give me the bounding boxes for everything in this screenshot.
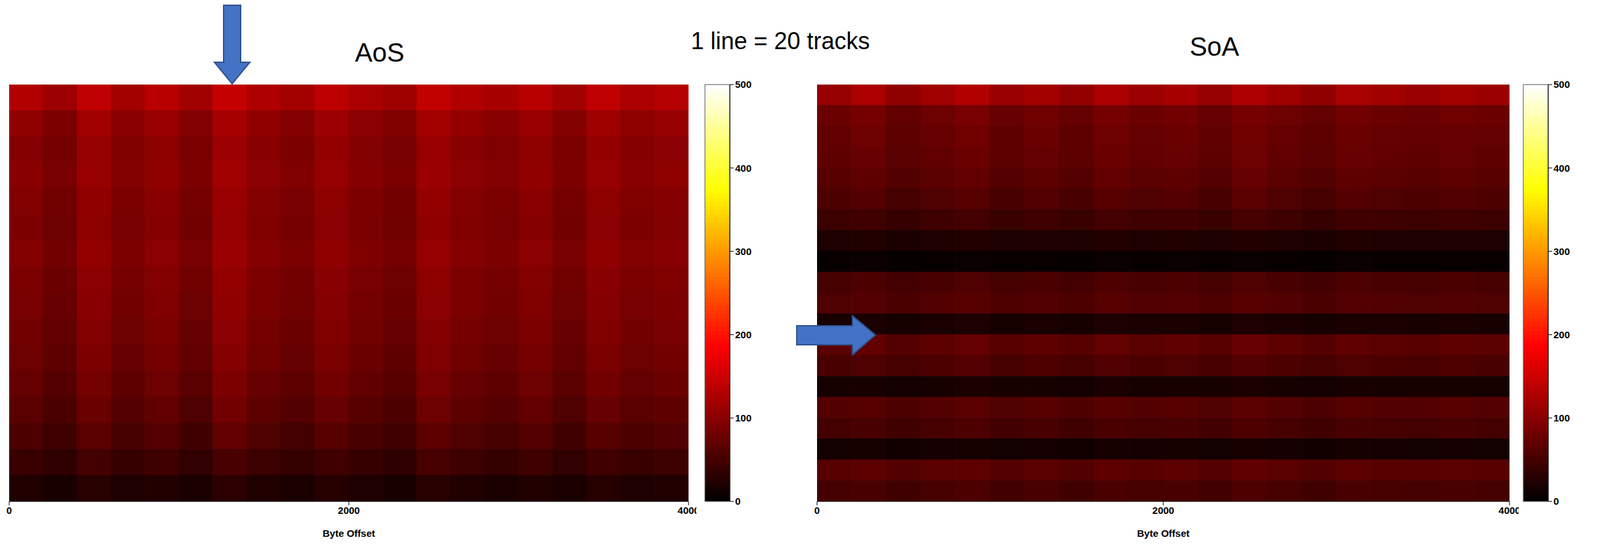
- svg-text:500: 500: [735, 78, 752, 90]
- html-text:SoA: SoA: [1189, 32, 1240, 61]
- svg-text:200: 200: [1553, 329, 1570, 341]
- svg-text:2000: 2000: [337, 504, 360, 517]
- svg-text:4000: 4000: [677, 504, 697, 517]
- svg-text:400: 400: [735, 162, 752, 174]
- svg-text:Byte Offset: Byte Offset: [1137, 527, 1190, 540]
- svg-text:2000: 2000: [1152, 504, 1174, 517]
- svg-text:100: 100: [1553, 412, 1570, 424]
- svg-text:0: 0: [1553, 495, 1559, 507]
- svg-text:4000: 4000: [1498, 504, 1519, 517]
- svg-text:300: 300: [1553, 245, 1570, 258]
- svg-text:300: 300: [735, 245, 752, 258]
- svg-text:400: 400: [1553, 162, 1570, 174]
- svg-text:200: 200: [735, 329, 752, 341]
- html-text:1 line = 20 tracks: 1 line = 20 tracks: [690, 27, 870, 55]
- svg-text:0: 0: [814, 504, 820, 517]
- svg-text:500: 500: [1553, 78, 1570, 90]
- svg-text:0: 0: [735, 495, 741, 507]
- svg-text:Byte Offset: Byte Offset: [322, 527, 376, 540]
- svg-text:0: 0: [6, 504, 12, 517]
- svg-text:100: 100: [735, 412, 752, 424]
- html-text:AoS: AoS: [354, 38, 405, 67]
